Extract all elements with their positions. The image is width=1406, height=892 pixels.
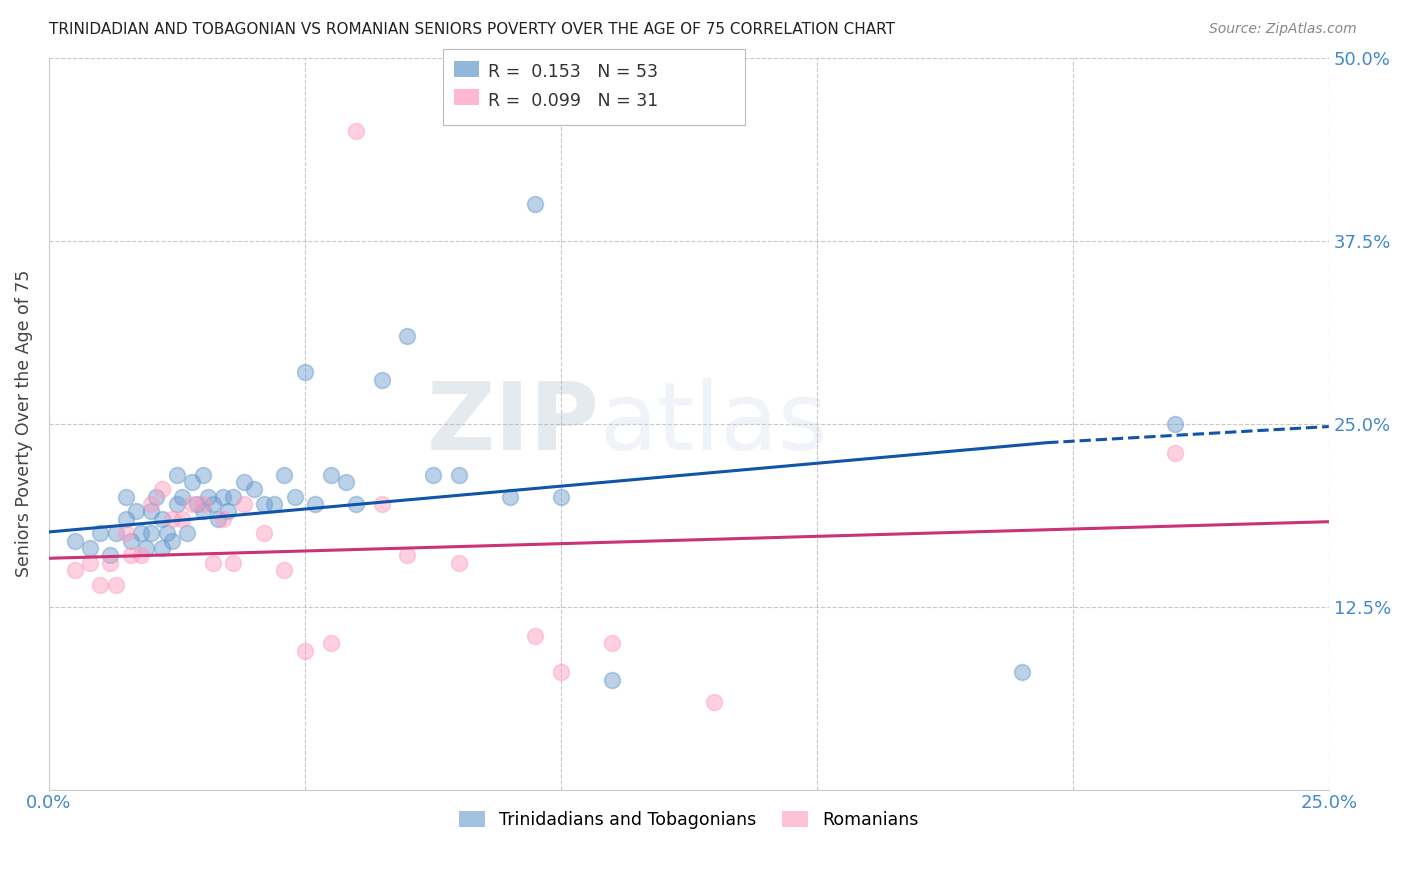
Point <box>63 563 86 577</box>
Point <box>166 467 188 482</box>
Point <box>335 475 357 490</box>
Text: TRINIDADIAN AND TOBAGONIAN VS ROMANIAN SENIORS POVERTY OVER THE AGE OF 75 CORREL: TRINIDADIAN AND TOBAGONIAN VS ROMANIAN S… <box>49 22 896 37</box>
Point <box>160 512 183 526</box>
Point <box>150 483 173 497</box>
Point <box>263 497 285 511</box>
Point <box>370 497 392 511</box>
Point <box>703 695 725 709</box>
Point <box>156 526 179 541</box>
Point <box>201 556 224 570</box>
Point <box>550 665 572 680</box>
Point <box>145 490 167 504</box>
Point <box>524 629 547 643</box>
Point <box>191 504 214 518</box>
Point <box>217 504 239 518</box>
Point <box>396 328 419 343</box>
Point <box>304 497 326 511</box>
Point <box>166 497 188 511</box>
Point <box>600 673 623 687</box>
Point <box>600 636 623 650</box>
Point <box>150 512 173 526</box>
Point <box>160 533 183 548</box>
Point <box>253 497 276 511</box>
Point <box>212 512 235 526</box>
Y-axis label: Seniors Poverty Over the Age of 75: Seniors Poverty Over the Age of 75 <box>15 270 32 577</box>
Point <box>422 467 444 482</box>
Point <box>63 533 86 548</box>
Point <box>79 541 101 555</box>
Point <box>197 490 219 504</box>
Point <box>100 556 122 570</box>
Point <box>191 497 214 511</box>
Text: R =  0.153   N = 53: R = 0.153 N = 53 <box>488 63 658 81</box>
Point <box>141 504 163 518</box>
Point <box>294 365 316 379</box>
Point <box>396 549 419 563</box>
Point <box>104 577 127 591</box>
Point <box>344 497 367 511</box>
Point <box>181 475 204 490</box>
Point <box>370 373 392 387</box>
Point <box>100 549 122 563</box>
Point <box>150 541 173 555</box>
Point <box>114 512 136 526</box>
Point <box>319 467 342 482</box>
Text: ZIP: ZIP <box>426 377 599 469</box>
Point <box>232 497 254 511</box>
Point <box>141 497 163 511</box>
Point <box>176 526 198 541</box>
Point <box>253 526 276 541</box>
Point <box>242 483 264 497</box>
Text: Source: ZipAtlas.com: Source: ZipAtlas.com <box>1209 22 1357 37</box>
Point <box>284 490 307 504</box>
Point <box>212 490 235 504</box>
Point <box>141 526 163 541</box>
Point <box>120 533 142 548</box>
Point <box>114 490 136 504</box>
Point <box>135 541 157 555</box>
Point <box>344 124 367 138</box>
Point <box>232 475 254 490</box>
Point <box>447 556 470 570</box>
Text: R =  0.099   N = 31: R = 0.099 N = 31 <box>488 92 658 110</box>
Point <box>114 526 136 541</box>
Point <box>550 490 572 504</box>
Point <box>222 556 245 570</box>
Text: atlas: atlas <box>599 377 828 469</box>
Point <box>1011 665 1033 680</box>
Point <box>499 490 522 504</box>
Point <box>294 643 316 657</box>
Point <box>222 490 245 504</box>
Point <box>89 577 111 591</box>
Point <box>181 497 204 511</box>
Point <box>447 467 470 482</box>
Point <box>1164 417 1187 431</box>
Point <box>170 512 193 526</box>
Legend: Trinidadians and Tobagonians, Romanians: Trinidadians and Tobagonians, Romanians <box>453 804 925 836</box>
Point <box>201 497 224 511</box>
Point <box>186 497 208 511</box>
Point <box>207 512 229 526</box>
Point <box>89 526 111 541</box>
Point <box>319 636 342 650</box>
Point <box>191 467 214 482</box>
Point <box>125 504 148 518</box>
Point <box>273 563 295 577</box>
Point <box>1164 446 1187 460</box>
Point <box>129 526 152 541</box>
Point <box>129 549 152 563</box>
Point <box>170 490 193 504</box>
Point <box>273 467 295 482</box>
Point <box>524 197 547 211</box>
Point <box>104 526 127 541</box>
Point <box>79 556 101 570</box>
Point <box>120 549 142 563</box>
